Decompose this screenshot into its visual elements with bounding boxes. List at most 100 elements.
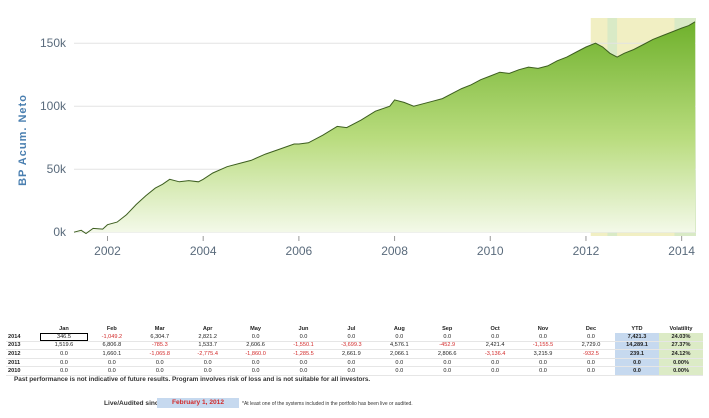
table-cell: 0.0	[566, 333, 615, 342]
equity-chart: 2002 2004 2006 2008 2010 2012 2014 0k 50k 100k 15…	[17, 18, 696, 258]
table-cell: 0.0	[327, 366, 376, 376]
live-note: *At least one of the systems included in…	[242, 401, 413, 407]
table-row-2014: 2014 346.5 -1,049.2 6,304.7 2,821.2 0.0 0.0 0.0…	[6, 333, 703, 342]
ytd-cell: 239.1	[615, 349, 659, 359]
table-cell: 0.0	[183, 358, 232, 368]
table-cell: -932.5	[566, 349, 615, 359]
table-cell: 6,806.8	[87, 341, 136, 351]
table-cell: 0.0	[519, 333, 567, 342]
table-cell: 0.0	[231, 366, 280, 376]
table-cell: 0.0	[375, 333, 424, 342]
table-cell: 0.0	[87, 358, 136, 368]
y-tick-100k: 100k	[40, 99, 67, 113]
live-since-label: Live/Audited since:	[104, 400, 165, 407]
table-row-2012: 2012 0.0 1,660.1 -1,065.8 -2,775.4 -1,860.0 -1…	[6, 349, 703, 359]
y-tick-0k: 0k	[53, 225, 67, 239]
column-header-aug: Aug	[393, 326, 405, 332]
equity-line	[73, 21, 696, 235]
x-tick-2010: 2010	[477, 244, 504, 258]
table-cell: 0.0	[279, 333, 328, 342]
column-header-apr: Apr	[202, 326, 213, 332]
column-header-volatility: Volatility	[669, 326, 693, 332]
table-cell: 2,066.1	[375, 349, 424, 359]
disclaimer-text: Past performance is not indicative of fu…	[14, 376, 371, 383]
x-tick-2008: 2008	[381, 244, 408, 258]
ytd-cell: 14,289.1	[615, 341, 659, 351]
table-row-2010: 2010 0.0 0.0 0.0 0.0 0.0 0.0 0.0 0.0 0.0 0.0 0.0 0.0…	[6, 366, 703, 376]
x-axis-ticks: 2002 2004 2006 2008 2010 2012 2014	[94, 236, 695, 258]
table-cell: 0.0	[40, 358, 88, 368]
table-cell: 2,821.2	[183, 333, 232, 342]
table-cell: 1,660.1	[87, 349, 136, 359]
table-cell: 6,304.7	[135, 333, 184, 342]
volatility-cell: 24.03%	[659, 333, 703, 342]
table-cell: 0.0	[231, 333, 280, 342]
column-header-jun: Jun	[298, 326, 309, 332]
table-cell: 0.0	[471, 333, 520, 342]
table-header-row: Jan Feb Mar Apr May Jun Jul Aug Sep Oct Nov Dec YTD V…	[6, 325, 703, 333]
table-cell: 1,519.6	[40, 341, 88, 351]
table-cell: 0.0	[279, 366, 328, 376]
ytd-cell: 0.0	[615, 358, 659, 368]
table-cell: 0.0	[183, 366, 232, 376]
table-cell: 0.0	[375, 366, 424, 376]
table-cell: -1,860.0	[231, 349, 280, 359]
table-cell: 0.0	[566, 358, 615, 368]
column-header-dec: Dec	[585, 326, 597, 332]
table-cell: 4,576.1	[375, 341, 424, 351]
row-year: 2011	[6, 358, 40, 368]
table-cell: 0.0	[423, 358, 472, 368]
y-tick-150k: 150k	[40, 36, 67, 50]
table-cell: 346.5	[40, 333, 88, 342]
table-cell: 0.0	[327, 333, 376, 342]
table-cell: 0.0	[471, 358, 520, 368]
column-header-jul: Jul	[347, 326, 356, 332]
table-row-2011: 2011 0.0 0.0 0.0 0.0 0.0 0.0 0.0 0.0 0.0 0.0 0.0 0.0…	[6, 358, 703, 368]
table-cell: 2,729.0	[566, 341, 615, 351]
table-cell: 2,421.4	[471, 341, 520, 351]
table-cell: 2,806.6	[423, 349, 472, 359]
table-cell: 0.0	[135, 366, 184, 376]
table-cell: -1,550.1	[279, 341, 328, 351]
table-cell: 1,533.7	[183, 341, 232, 351]
table-cell: 0.0	[135, 358, 184, 368]
row-year: 2012	[6, 349, 40, 359]
table-cell: 0.0	[231, 358, 280, 368]
column-header-ytd: YTD	[631, 326, 643, 332]
x-tick-2012: 2012	[573, 244, 600, 258]
table-cell: -3,699.3	[327, 341, 376, 351]
table-cell: -3,136.4	[471, 349, 520, 359]
performance-table: Jan Feb Mar Apr May Jun Jul Aug Sep Oct Nov Dec YTD V…	[6, 325, 703, 376]
table-cell: -1,049.2	[87, 333, 136, 342]
live-since-date: February 1, 2012	[157, 398, 239, 408]
ytd-cell: 0.0	[615, 366, 659, 376]
table-cell: 0.0	[566, 366, 615, 376]
table-cell: 2,661.9	[327, 349, 376, 359]
table-cell: 0.0	[327, 358, 376, 368]
table-cell: 0.0	[375, 358, 424, 368]
x-tick-2006: 2006	[286, 244, 313, 258]
ytd-cell: 7,421.3	[615, 333, 659, 342]
row-year: 2013	[6, 341, 40, 351]
volatility-cell: 0.00%	[659, 358, 703, 368]
table-cell: -1,065.8	[135, 349, 184, 359]
column-header-may: May	[250, 326, 262, 332]
column-header-oct: Oct	[490, 326, 500, 332]
x-tick-2014: 2014	[668, 244, 695, 258]
table-cell: -2,775.4	[183, 349, 232, 359]
table-row-2013: 2013 1,519.6 6,806.8 -785.3 1,533.7 2,606.6 -1…	[6, 341, 703, 351]
x-tick-2002: 2002	[94, 244, 121, 258]
row-year: 2014	[6, 333, 40, 342]
table-cell: 0.0	[423, 333, 472, 342]
table-cell: -1,155.5	[519, 341, 567, 351]
column-header-sep: Sep	[442, 326, 453, 332]
column-header-nov: Nov	[537, 326, 549, 332]
table-cell: -1,285.5	[279, 349, 328, 359]
table-cell: 0.0	[519, 358, 567, 368]
volatility-cell: 0.00%	[659, 366, 703, 376]
column-header-mar: Mar	[154, 326, 165, 332]
table-cell: 2,606.6	[231, 341, 280, 351]
y-axis-ticks: 0k 50k 100k 150k	[40, 36, 67, 239]
y-axis-label: BP Acum. Neto	[17, 94, 29, 186]
volatility-cell: 27.37%	[659, 341, 703, 351]
